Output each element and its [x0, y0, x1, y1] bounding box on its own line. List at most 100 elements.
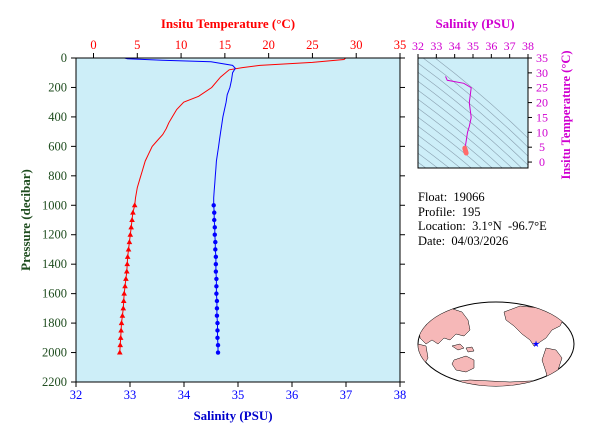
- temperature-marker: [128, 224, 134, 230]
- ts-temperature-tick-label: 10: [536, 125, 548, 139]
- salinity-marker: [213, 254, 219, 260]
- salinity-tick-label: 34: [178, 388, 191, 402]
- temperature-marker: [119, 312, 126, 318]
- pressure-tick-label: 2200: [42, 375, 67, 389]
- density-contour: [418, 143, 450, 168]
- ts-temperature-tick-label: 0: [539, 155, 545, 169]
- density-contour: [418, 80, 523, 168]
- world-map: ★: [417, 301, 575, 387]
- temperature-axis-label: Insitu Temperature (°C): [161, 16, 295, 31]
- temperature-marker: [124, 261, 131, 267]
- density-contour: [418, 107, 493, 168]
- profile-label: Profile:: [418, 204, 456, 219]
- indonesia-islands: [451, 343, 475, 353]
- main-axis-ticks: 0 5 10 15 20 25 30 35 32 33 34 35 36 37 38 0 200 400 600 80…: [42, 38, 406, 402]
- temperature-marker: [118, 320, 125, 326]
- density-contour: [418, 161, 427, 168]
- density-contour: [418, 62, 528, 157]
- temperature-tick-label: 20: [262, 38, 275, 52]
- ts-temperature-tick-label: 30: [536, 66, 548, 80]
- density-contour: [418, 98, 503, 168]
- temperature-marker: [129, 217, 135, 222]
- salinity-marker: [213, 269, 219, 274]
- australia-landmass: [451, 355, 475, 373]
- salinity-tick-label: 35: [232, 388, 245, 402]
- salinity-marker: [213, 247, 218, 252]
- salinity-axis-label: Salinity (PSU): [193, 408, 272, 423]
- salinity-marker: [213, 261, 219, 267]
- float-info-panel: Float: 19066 Profile: 195 Location: 3.1°…: [418, 190, 547, 248]
- ts-temperature-axis-label: Insitu Temperature (°C): [559, 50, 573, 179]
- date-row: Date: 04/03/2026: [418, 234, 547, 249]
- location-row: Location: 3.1°N -96.7°E: [418, 219, 547, 234]
- temperature-marker: [116, 349, 123, 355]
- salinity-marker: [212, 210, 217, 215]
- salinity-tick-label: 33: [124, 388, 137, 402]
- density-contour: [418, 134, 461, 168]
- temperature-marker: [123, 268, 130, 274]
- location-label: Location:: [418, 219, 466, 233]
- salinity-marker: [211, 203, 216, 208]
- temperature-marker: [117, 342, 124, 348]
- main-plot-background: [76, 58, 400, 382]
- ts-plot-frame: [417, 57, 529, 169]
- ts-salinity-tick-label: 35: [467, 39, 479, 53]
- salinity-line: [124, 57, 236, 353]
- ts-salinity-tick-label: 34: [449, 39, 461, 53]
- temperature-marker: [122, 283, 128, 289]
- temperature-tick-label: 5: [134, 38, 140, 52]
- salinity-marker: [214, 298, 220, 304]
- density-contour: [418, 116, 483, 168]
- date-label: Date:: [418, 233, 446, 248]
- temperature-tick-label: 25: [306, 38, 319, 52]
- salinity-marker: [214, 291, 219, 296]
- salinity-marker: [215, 328, 220, 333]
- ts-salinity-tick-label: 36: [485, 39, 497, 53]
- pressure-tick-label: 600: [48, 139, 67, 153]
- density-contour: [434, 58, 528, 139]
- pressure-tick-label: 1600: [42, 287, 67, 301]
- ts-temperature-tick-label: 15: [536, 110, 548, 124]
- pressure-tick-label: 1400: [42, 257, 67, 271]
- profile-number: 195: [461, 204, 481, 219]
- ts-salinity-tick-label: 33: [430, 39, 442, 53]
- temperature-marker: [125, 246, 132, 252]
- africa-landmass: [418, 343, 429, 369]
- temperature-marker: [124, 253, 131, 259]
- ts-deep-point: [463, 150, 469, 156]
- density-contours: [418, 58, 528, 168]
- temperature-marker: [130, 209, 136, 215]
- salinity-marker: [214, 276, 219, 282]
- salinity-marker: [214, 284, 219, 289]
- profile-row: Profile: 195: [418, 205, 547, 220]
- location-value: 3.1°N -96.7°E: [472, 219, 547, 233]
- pressure-tick-label: 200: [48, 80, 67, 94]
- temperature-marker: [117, 334, 124, 340]
- density-contour-lines: [418, 58, 528, 168]
- density-contour: [422, 58, 528, 148]
- float-row: Float: 19066: [418, 190, 547, 205]
- date-value: 04/03/2026: [451, 233, 509, 248]
- temperature-marker: [121, 290, 127, 296]
- ts-salinity-tick-label: 32: [412, 39, 424, 53]
- ts-temperature-tick-label: 25: [536, 81, 548, 95]
- temperature-marker: [120, 298, 127, 303]
- density-contour: [418, 152, 439, 168]
- salinity-marker: [213, 239, 218, 245]
- salinity-tick-label: 36: [286, 388, 299, 402]
- salinity-series: [124, 57, 236, 355]
- pressure-tick-label: 0: [61, 51, 67, 65]
- main-profile-plot: 0 5 10 15 20 25 30 35 32 33 34 35 36 37 38 0 200 400 600 80…: [18, 16, 406, 423]
- temperature-marker: [120, 305, 127, 311]
- ts-profile-series: [445, 76, 472, 156]
- temperature-marker: [126, 239, 133, 245]
- salinity-marker: [212, 217, 217, 223]
- salinity-marker: [215, 335, 220, 341]
- pressure-tick-label: 800: [48, 169, 67, 183]
- temperature-tick-label: 15: [219, 38, 232, 52]
- pressure-tick-label: 400: [48, 110, 67, 124]
- salinity-marker: [215, 350, 221, 355]
- pressure-axis-label: Pressure (decibar): [18, 169, 33, 271]
